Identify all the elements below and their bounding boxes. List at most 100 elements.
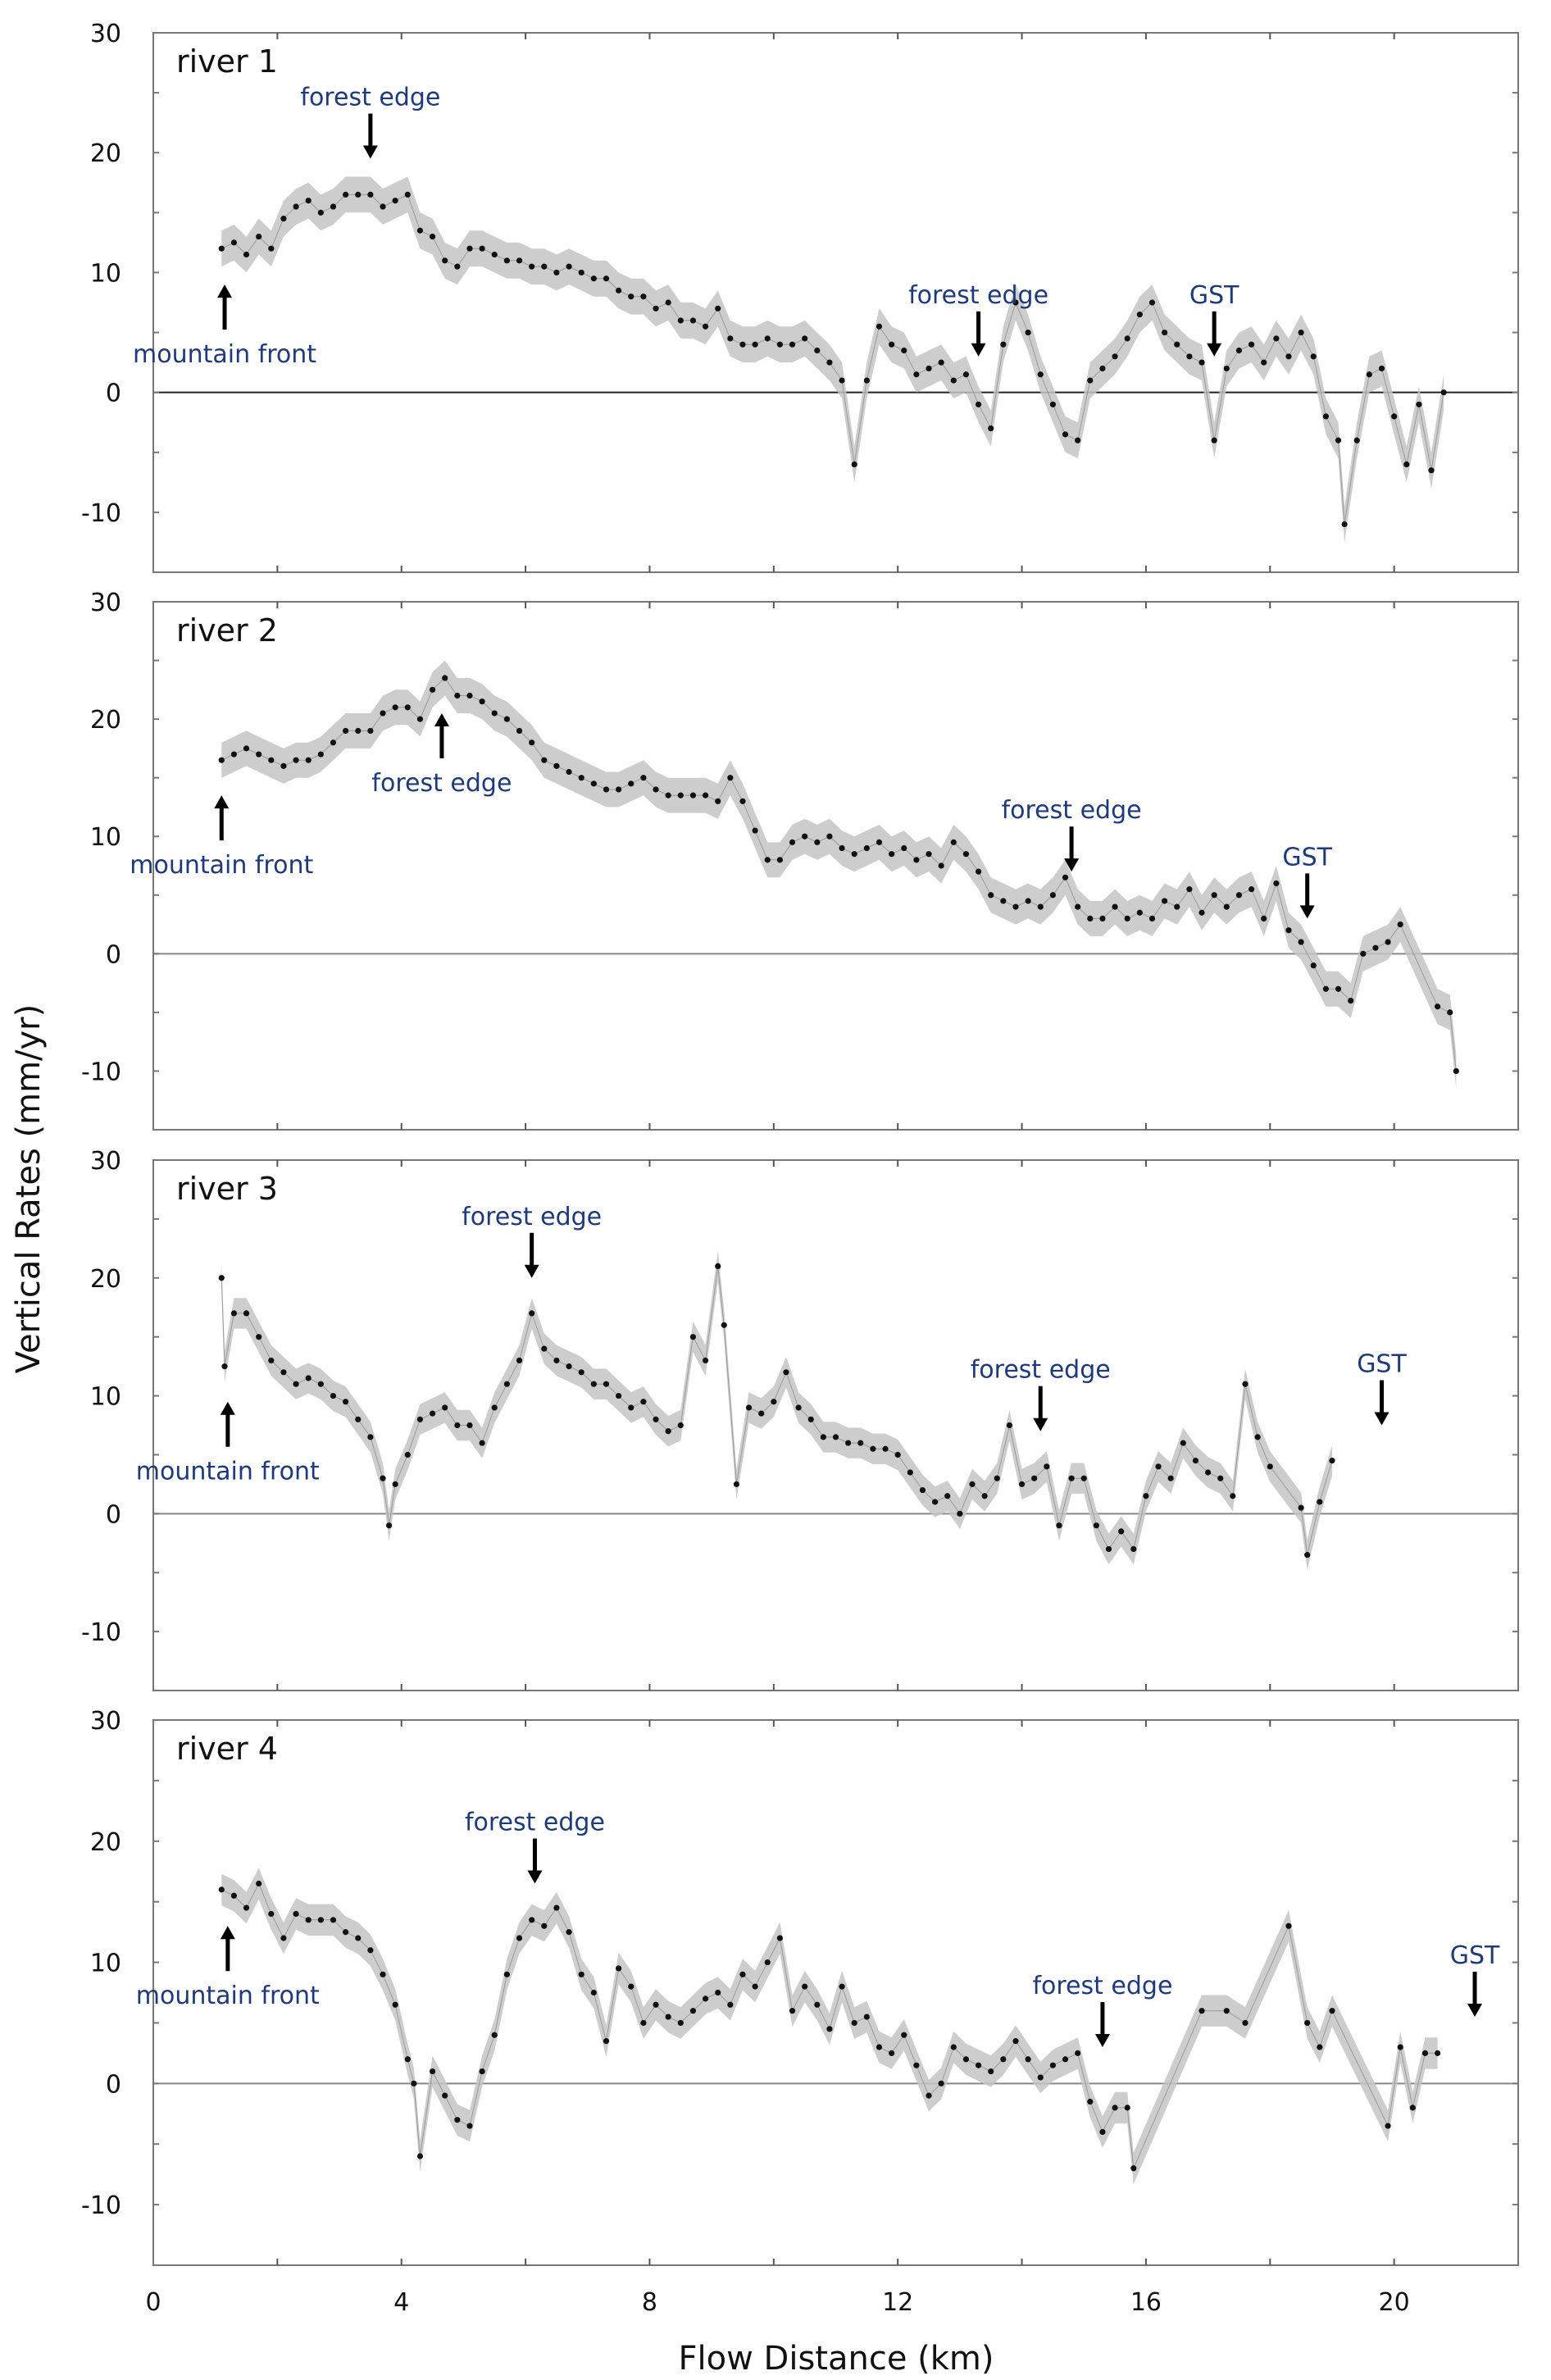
arrow-down-icon [524,1264,539,1278]
arrow-down-icon [971,343,986,357]
data-point [901,844,907,852]
data-point [950,839,957,845]
data-point [931,1499,939,1505]
data-point [677,2019,684,2027]
data-point [529,1917,535,1923]
data-point [1298,1504,1304,1511]
data-point [776,341,783,348]
data-point [330,1392,337,1399]
data-point [392,198,398,204]
data-point [367,1947,374,1954]
data-point [1087,915,1094,922]
data-point [913,2062,920,2068]
data-point [653,786,659,793]
data-point [702,1357,709,1364]
data-point [268,1910,275,1918]
data-point [293,1910,299,1918]
data-point [1310,962,1317,969]
data-point [1267,1463,1273,1470]
data-point [529,1310,535,1317]
arrow-down-icon [1064,858,1080,872]
data-point [305,1375,312,1381]
data-point [566,768,572,776]
data-point [454,263,461,270]
y-tick-label: 20 [90,1828,121,1857]
data-point [1112,2105,1118,2111]
data-point [1087,2098,1094,2105]
data-point [752,1983,758,1990]
data-point [1353,437,1360,444]
data-point [553,269,560,276]
data-point [702,1995,709,2002]
data-point [1130,1545,1137,1553]
data-point [1223,903,1230,910]
x-axis-title: Flow Distance (km) [679,2340,994,2378]
data-point [1403,461,1410,468]
y-tick-label: -10 [81,1058,121,1086]
data-point [727,775,734,781]
data-point [317,209,324,216]
annotation-mountain-front: mountain front [133,284,316,369]
data-point [429,233,436,240]
data-point [218,1886,225,1893]
data-point [702,323,709,330]
data-point [293,757,299,763]
data-point [876,323,883,330]
data-point [715,1989,721,1996]
data-point [1447,1009,1453,1016]
data-point [1056,1522,1062,1529]
y-tick-label: 0 [106,380,121,408]
data-point [1162,898,1168,904]
data-point [764,1959,771,1966]
data-point [876,2044,883,2050]
data-point [529,739,535,746]
data-point [380,1475,386,1481]
data-point [894,1451,901,1458]
data-point [1124,915,1130,922]
data-point [1409,2105,1416,2111]
arrow-up-icon [217,284,233,298]
arrow-up-icon [220,1401,235,1415]
annotation-label: forest edge [1002,796,1142,825]
data-point [1198,2008,1205,2014]
data-point [1068,1475,1075,1481]
data-point [1186,886,1193,893]
y-tick-label: 30 [90,20,121,48]
x-tick-label: 4 [393,2288,409,2317]
data-point [1385,939,1391,945]
data-point [1130,2165,1137,2172]
data-point [677,792,684,799]
arrow-down-icon [1207,343,1222,357]
data-point [1049,2062,1056,2068]
annotation-label: GST [1450,1941,1500,1970]
y-tick-label: 0 [106,2070,121,2099]
data-point [491,2032,498,2038]
data-point [665,792,671,799]
annotation-forest-edge: forest edge [300,84,440,159]
data-point [293,1381,299,1387]
annotation-forest-edge: forest edge [971,1356,1111,1431]
y-tick-label: 20 [90,1265,121,1294]
data-point [416,2153,424,2159]
y-tick-label: 0 [106,940,121,969]
y-tick-label: 30 [90,1707,121,1736]
data-point [305,757,312,763]
uncertainty-band [221,176,1444,543]
arrow-down-icon [1299,905,1315,919]
data-point [578,775,584,781]
series-line [221,1266,1333,1555]
data-point [957,1510,963,1517]
data-point [1435,2050,1441,2056]
data-point [466,1422,473,1429]
data-point [230,1310,237,1317]
series-line [221,193,1444,525]
data-point [330,203,337,210]
data-point [442,675,448,681]
arrow-down-icon [1467,2004,1483,2018]
data-point [355,727,362,735]
data-point [1248,886,1255,893]
data-point [1317,2044,1323,2050]
annotation-gst: GST [1189,281,1239,357]
data-point [243,1904,250,1911]
data-point [739,341,746,348]
